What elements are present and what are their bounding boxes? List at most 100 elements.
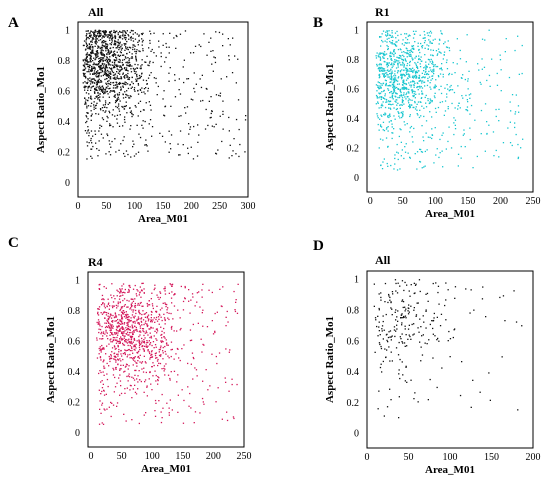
scatter-point [126, 94, 128, 96]
scatter-point [435, 154, 437, 156]
scatter-point [421, 93, 423, 95]
scatter-point [103, 36, 105, 38]
scatter-point [122, 86, 124, 88]
scatter-point [180, 327, 182, 330]
scatter-point [98, 353, 100, 355]
scatter-point [231, 378, 233, 380]
scatter-point [110, 81, 112, 84]
scatter-point [119, 73, 121, 75]
scatter-point [152, 319, 154, 321]
scatter-point [133, 344, 136, 346]
scatter-point [146, 305, 149, 307]
scatter-point [408, 290, 410, 292]
scatter-point [164, 337, 166, 339]
scatter-point [203, 403, 205, 405]
scatter-point [412, 37, 415, 39]
scatter-point [165, 363, 167, 365]
scatter-point [433, 95, 436, 97]
scatter-point [402, 111, 404, 113]
scatter-point [111, 35, 113, 37]
scatter-point [159, 348, 161, 351]
scatter-point [98, 81, 100, 84]
scatter-point [407, 338, 409, 340]
scatter-point [469, 138, 471, 141]
scatter-point [125, 74, 127, 76]
scatter-point [419, 79, 422, 81]
y-tick-label: 1 [75, 276, 80, 287]
scatter-point [116, 65, 118, 68]
scatter-point [116, 353, 118, 355]
scatter-point [397, 63, 399, 65]
scatter-point [409, 106, 411, 108]
scatter-point [97, 322, 100, 324]
scatter-point [112, 325, 114, 327]
scatter-point [100, 333, 102, 335]
scatter-point [125, 67, 128, 69]
scatter-point [105, 65, 108, 68]
scatter-point [440, 30, 442, 32]
scatter-point [129, 384, 132, 387]
scatter-point [150, 314, 153, 316]
scatter-point [140, 362, 143, 364]
scatter-point [165, 56, 167, 59]
scatter-point [386, 30, 388, 32]
scatter-point [454, 119, 457, 121]
scatter-point [152, 375, 154, 377]
scatter-point [378, 82, 381, 84]
scatter-point [103, 347, 105, 349]
x-tick-label: 250 [212, 201, 227, 212]
scatter-point [394, 45, 397, 47]
scatter-point [138, 342, 141, 345]
scatter-point [151, 389, 153, 391]
scatter-point [115, 304, 117, 307]
scatter-point [392, 65, 394, 67]
scatter-point [145, 61, 147, 63]
scatter-point [458, 102, 460, 104]
scatter-point [155, 374, 157, 377]
scatter-point [116, 75, 118, 77]
scatter-point [180, 115, 182, 117]
scatter-point [405, 37, 407, 39]
scatter-point [388, 76, 390, 78]
scatter-point [376, 63, 378, 66]
scatter-point [221, 418, 223, 420]
scatter-point [190, 407, 192, 409]
scatter-point [461, 95, 463, 97]
scatter-point [115, 64, 117, 66]
scatter-point [410, 84, 412, 86]
scatter-point [145, 362, 147, 364]
scatter-point [103, 45, 105, 48]
scatter-point [430, 69, 432, 71]
scatter-point [85, 41, 87, 43]
scatter-point [391, 308, 393, 310]
scatter-point [391, 66, 393, 69]
scatter-point [169, 283, 171, 285]
scatter-point [395, 67, 398, 69]
panel-title: All [375, 253, 391, 267]
scatter-point [410, 305, 412, 307]
scatter-point [408, 82, 410, 84]
scatter-point [481, 38, 484, 40]
scatter-point [102, 89, 104, 91]
scatter-point [202, 401, 204, 403]
scatter-point [192, 99, 194, 101]
scatter-point [154, 284, 156, 286]
scatter-point [238, 155, 240, 158]
scatter-point [401, 84, 404, 86]
scatter-point [129, 46, 131, 48]
scatter-point [98, 29, 100, 32]
scatter-point [511, 94, 514, 96]
scatter-point [208, 289, 210, 291]
scatter-point [116, 87, 118, 89]
scatter-point [120, 308, 122, 310]
scatter-point [87, 47, 89, 49]
scatter-point [147, 334, 149, 336]
scatter-point [392, 132, 394, 134]
scatter-point [137, 322, 139, 324]
scatter-point [102, 74, 104, 77]
scatter-point [105, 83, 108, 85]
scatter-point [168, 72, 170, 74]
scatter-point [419, 63, 421, 65]
scatter-point [418, 49, 420, 51]
scatter-point [100, 348, 102, 350]
